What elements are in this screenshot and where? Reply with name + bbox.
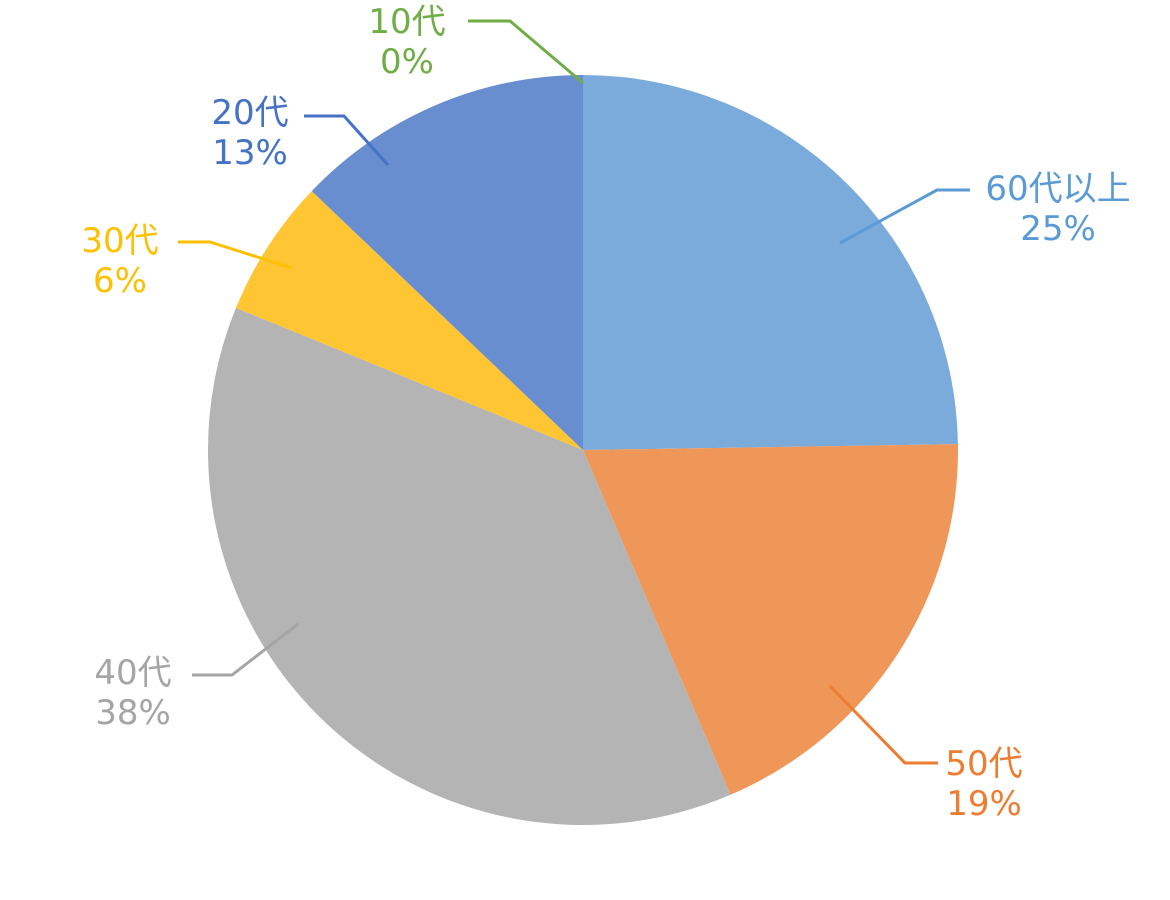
data-label-20s: 20代 13% <box>211 93 288 173</box>
pie-slice-40s <box>208 307 731 825</box>
data-label-60s-plus: 60代以上 25% <box>985 169 1130 249</box>
data-label-percent: 25% <box>1020 209 1096 249</box>
pie-slice-30s <box>235 191 584 450</box>
data-label-50s: 50代 19% <box>945 744 1022 824</box>
pie-slice-60s-plus <box>583 75 958 450</box>
data-label-percent: 13% <box>212 133 288 173</box>
data-label-10s: 10代 0% <box>368 2 445 82</box>
data-label-category: 60代以上 <box>985 169 1130 209</box>
data-label-40s: 40代 38% <box>94 653 171 733</box>
pie-slice-50s <box>583 444 958 795</box>
data-label-percent: 38% <box>95 693 171 733</box>
leader-lines-layer <box>178 19 970 765</box>
data-label-percent: 6% <box>93 261 147 301</box>
leader-line-60s-plus <box>839 188 970 245</box>
data-label-category: 30代 <box>81 221 158 261</box>
data-label-percent: 0% <box>380 42 434 82</box>
data-label-category: 20代 <box>211 93 288 133</box>
data-label-category: 50代 <box>945 744 1022 784</box>
leader-line-40s <box>192 622 299 677</box>
slices-layer <box>208 75 958 825</box>
leader-line-30s <box>178 240 293 270</box>
data-label-percent: 19% <box>946 784 1022 824</box>
data-label-category: 10代 <box>368 2 445 42</box>
labels-layer: 60代以上 25% 50代 19% 40代 38% 30代 6% 20代 13% 10代 0% <box>81 2 1130 824</box>
data-label-category: 40代 <box>94 653 171 693</box>
leader-line-50s <box>828 684 938 765</box>
data-label-30s: 30代 6% <box>81 221 158 301</box>
pie-slice-20s <box>311 75 583 450</box>
leader-line-10s <box>468 19 584 85</box>
leader-line-20s <box>304 114 390 167</box>
